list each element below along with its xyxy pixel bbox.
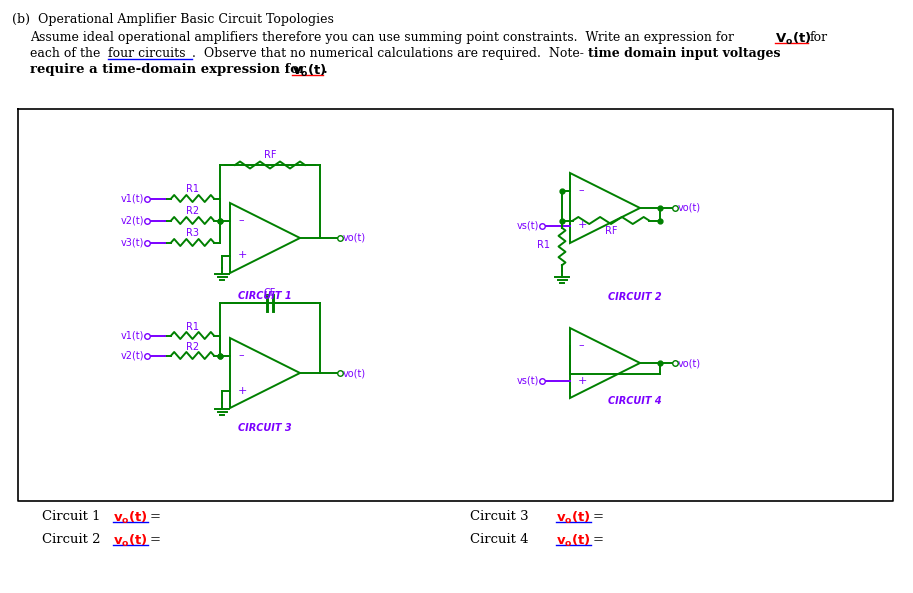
Text: vo(t): vo(t) <box>343 368 366 378</box>
Text: Circuit 1: Circuit 1 <box>42 510 100 523</box>
Text: =: = <box>593 533 604 546</box>
Text: –: – <box>578 186 583 196</box>
Text: for: for <box>810 31 828 44</box>
Text: Circuit 2: Circuit 2 <box>42 533 100 546</box>
Text: CIRCUIT 2: CIRCUIT 2 <box>608 292 662 302</box>
Text: v2(t): v2(t) <box>121 215 144 225</box>
Text: vo(t): vo(t) <box>343 233 366 243</box>
Text: =: = <box>593 510 604 523</box>
Text: +: + <box>238 250 247 260</box>
Text: CIRCUIT 3: CIRCUIT 3 <box>238 423 292 433</box>
Text: CF: CF <box>264 288 277 298</box>
Text: R1: R1 <box>186 321 199 331</box>
Text: =: = <box>150 510 161 523</box>
Text: R1: R1 <box>537 241 550 250</box>
Text: R3: R3 <box>186 228 199 238</box>
Text: require a time-domain expression for: require a time-domain expression for <box>30 63 310 76</box>
Text: CIRCUIT 1: CIRCUIT 1 <box>238 291 292 301</box>
Text: Circuit 3: Circuit 3 <box>470 510 529 523</box>
Text: Assume ideal operational amplifiers therefore you can use summing point constrai: Assume ideal operational amplifiers ther… <box>30 31 738 44</box>
Text: vo(t): vo(t) <box>678 358 701 368</box>
Text: +: + <box>578 375 587 385</box>
Text: $\mathbf{v_o(t)}$: $\mathbf{v_o(t)}$ <box>113 533 148 549</box>
Text: –: – <box>238 350 244 361</box>
Text: CIRCUIT 4: CIRCUIT 4 <box>608 396 662 406</box>
Text: $\mathbf{v_o(t)}$: $\mathbf{v_o(t)}$ <box>113 510 148 526</box>
Text: time domain input voltages: time domain input voltages <box>588 47 781 60</box>
Text: v1(t): v1(t) <box>121 193 144 203</box>
Text: vo(t): vo(t) <box>678 203 701 213</box>
Text: four circuits: four circuits <box>108 47 185 60</box>
Text: R1: R1 <box>186 184 199 195</box>
Text: =: = <box>150 533 161 546</box>
Text: –: – <box>578 340 583 350</box>
Text: .: . <box>323 63 328 76</box>
Text: +: + <box>238 385 247 396</box>
Text: $\mathbf{V_o(t)}$: $\mathbf{V_o(t)}$ <box>775 31 812 47</box>
Text: each of the: each of the <box>30 47 104 60</box>
Text: RF: RF <box>264 150 277 160</box>
Text: Circuit 4: Circuit 4 <box>470 533 529 546</box>
Text: R2: R2 <box>186 342 199 352</box>
Text: $\mathbf{v_o(t)}$: $\mathbf{v_o(t)}$ <box>556 533 591 549</box>
Text: $\mathbf{v_o(t)}$: $\mathbf{v_o(t)}$ <box>292 63 327 79</box>
Text: –: – <box>238 215 244 225</box>
Text: R2: R2 <box>186 206 199 216</box>
Text: RF: RF <box>604 225 617 235</box>
Text: vs(t): vs(t) <box>517 375 539 385</box>
Text: v2(t): v2(t) <box>121 350 144 361</box>
Text: (b)  Operational Amplifier Basic Circuit Topologies: (b) Operational Amplifier Basic Circuit … <box>12 13 334 26</box>
Text: +: + <box>578 221 587 231</box>
Text: vs(t): vs(t) <box>517 221 539 231</box>
Text: v1(t): v1(t) <box>121 330 144 340</box>
Text: .  Observe that no numerical calculations are required.  Note-: . Observe that no numerical calculations… <box>192 47 584 60</box>
Text: v3(t): v3(t) <box>121 238 144 247</box>
Text: $\mathbf{v_o(t)}$: $\mathbf{v_o(t)}$ <box>556 510 591 526</box>
